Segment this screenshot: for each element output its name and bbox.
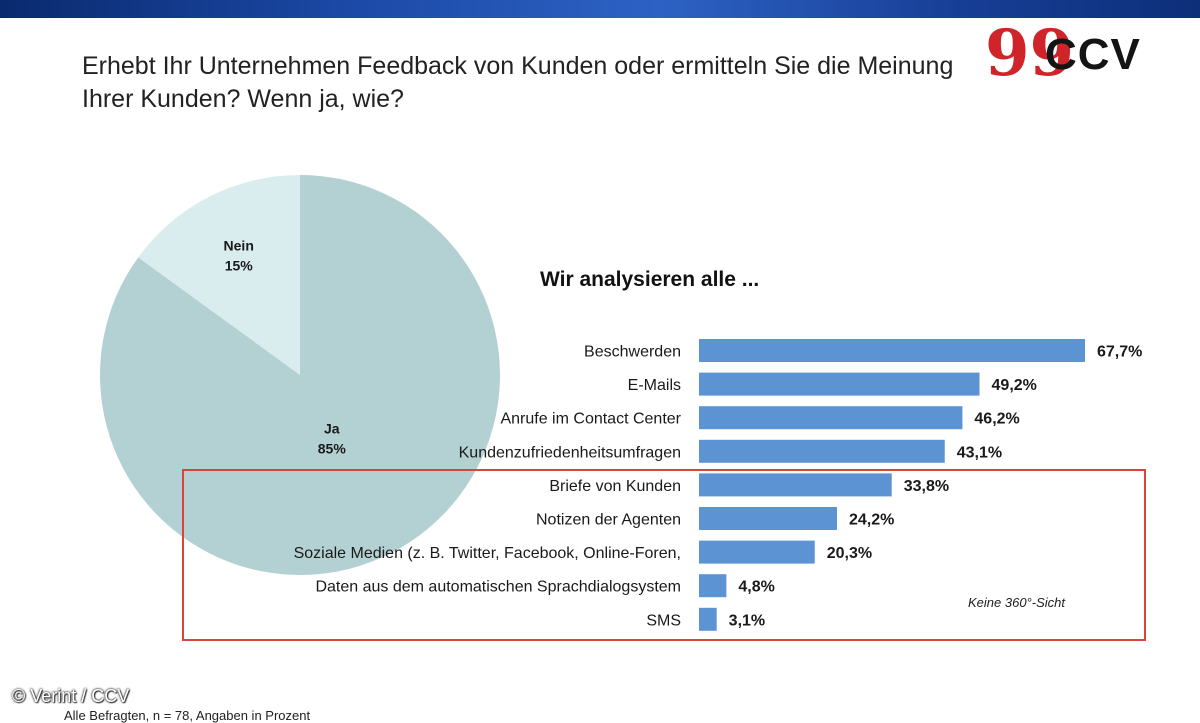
footnote: Alle Befragten, n = 78, Angaben in Proze… xyxy=(64,708,311,723)
bar xyxy=(699,574,727,598)
top-banner xyxy=(0,0,1200,18)
bar-category-label: Daten aus dem automatischen Sprachdialog… xyxy=(315,579,681,596)
logo-text: CCV xyxy=(1045,30,1141,79)
pie-value-ja: 85% xyxy=(318,440,347,456)
bar xyxy=(699,540,815,564)
bar xyxy=(699,439,945,463)
bar xyxy=(699,607,717,631)
bar-category-label: E-Mails xyxy=(628,377,681,394)
page-title: Erhebt Ihr Unternehmen Feedback von Kund… xyxy=(82,52,954,113)
bar-category-label: Anrufe im Contact Center xyxy=(500,411,681,428)
pie-labels: Nein 15% Ja 85% xyxy=(224,238,347,457)
highlight-box xyxy=(182,469,1146,641)
bar-category-label: Beschwerden xyxy=(584,344,681,361)
bar-value-label: 46,2% xyxy=(974,411,1019,428)
logo-quote-mark: 99 xyxy=(985,16,1075,91)
bar-category-label: Kundenzufriedenheitsumfragen xyxy=(459,444,681,461)
ccv-logo: 99 CCV xyxy=(985,22,1165,86)
pie-slice-ja xyxy=(100,175,500,575)
highlight-note: Keine 360°-Sicht xyxy=(968,595,1065,610)
pie-label-ja: Ja xyxy=(324,420,340,436)
bar-value-label: 43,1% xyxy=(957,444,1002,461)
bar-category-label: Briefe von Kunden xyxy=(549,478,681,495)
pie-chart xyxy=(100,175,500,575)
bar xyxy=(699,473,892,497)
bar-value-label: 49,2% xyxy=(992,377,1037,394)
pie-slice-nein xyxy=(138,175,300,375)
bar xyxy=(699,372,980,396)
bar-value-label: 24,2% xyxy=(849,512,894,529)
bar-value-label: 67,7% xyxy=(1097,344,1142,361)
bar xyxy=(699,507,837,530)
bar-chart-title: Wir analysieren alle ... xyxy=(540,268,760,291)
bar-category-label: Soziale Medien (z. B. Twitter, Facebook,… xyxy=(294,545,681,562)
bar-value-label: 20,3% xyxy=(827,545,872,562)
bar-value-label: 3,1% xyxy=(729,612,765,629)
image-credit: © Verint / CCV xyxy=(12,686,130,706)
bar-value-label: 4,8% xyxy=(738,579,774,596)
bar-value-label: 33,8% xyxy=(904,478,949,495)
pie-label-nein: Nein xyxy=(224,238,254,254)
bar xyxy=(699,406,963,430)
bar-category-label: SMS xyxy=(646,612,681,629)
bar-chart: Beschwerden 67,7% E-Mails 49,2% Anrufe im Co… xyxy=(294,339,1142,631)
pie-value-nein: 15% xyxy=(225,258,254,274)
bar-category-label: Notizen der Agenten xyxy=(536,512,681,529)
bar xyxy=(699,339,1085,362)
